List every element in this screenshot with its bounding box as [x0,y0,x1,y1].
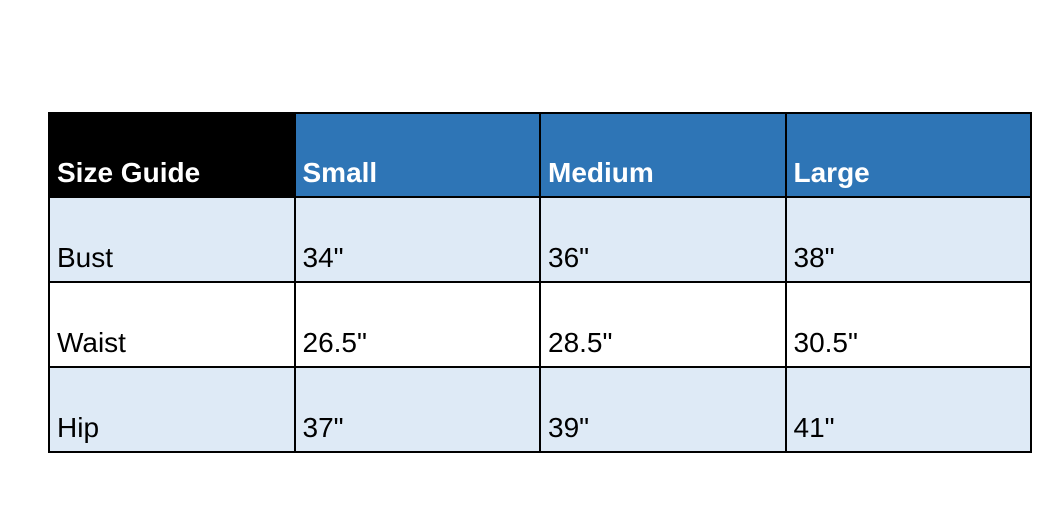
row-label-waist: Waist [48,281,296,368]
size-guide-header-row: Size Guide Small Medium Large [48,112,1032,198]
bust-large-value: 38" [784,196,1032,283]
hip-large-value: 41" [784,366,1032,453]
table-row-waist: Waist 26.5" 28.5" 30.5" [48,281,1032,368]
row-label-bust: Bust [48,196,296,283]
waist-small-value: 26.5" [293,281,541,368]
column-header-medium: Medium [539,112,787,198]
row-label-hip: Hip [48,366,296,453]
size-guide-table: Size Guide Small Medium Large Bust 34" 3… [48,112,1032,453]
column-header-small: Small [293,112,541,198]
bust-medium-value: 36" [539,196,787,283]
hip-medium-value: 39" [539,366,787,453]
table-row-hip: Hip 37" 39" 41" [48,366,1032,453]
table-title-cell: Size Guide [48,112,296,198]
waist-large-value: 30.5" [784,281,1032,368]
hip-small-value: 37" [293,366,541,453]
column-header-large: Large [784,112,1032,198]
table-row-bust: Bust 34" 36" 38" [48,196,1032,283]
waist-medium-value: 28.5" [539,281,787,368]
bust-small-value: 34" [293,196,541,283]
